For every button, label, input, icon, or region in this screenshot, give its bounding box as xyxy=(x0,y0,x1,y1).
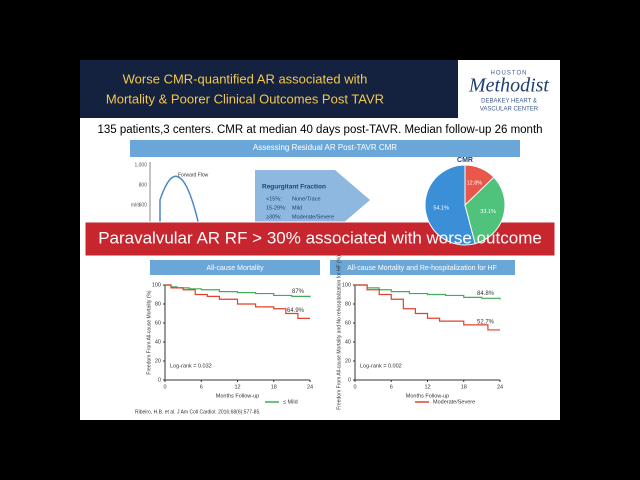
rf-title: Regurgitant Fraction xyxy=(262,184,326,191)
legend-label: Moderate/Severe xyxy=(433,399,475,405)
annotation: Forward Flow xyxy=(178,172,209,178)
tick-label: 18 xyxy=(461,384,467,390)
tick-label: 20 xyxy=(155,358,161,364)
tick-label: 100 xyxy=(342,282,351,288)
panel-header xyxy=(150,260,320,275)
tick-label: 6 xyxy=(200,384,203,390)
axis-label: Months Follow-up xyxy=(216,393,259,399)
tick-label: 40 xyxy=(345,339,351,345)
tick-label: 40 xyxy=(155,339,161,345)
banner: Assessing Residual AR Post-TAVR CMR xyxy=(253,143,397,152)
annotation: 52.7% xyxy=(477,320,495,326)
panel-header xyxy=(330,260,515,275)
tick-label: 600 xyxy=(139,202,148,208)
axis-label: Freedom From All-cause Mortality and No … xyxy=(336,255,342,410)
title: Mortality & Poorer Clinical Outcomes Pos… xyxy=(106,91,384,106)
tick-label: 12 xyxy=(424,384,430,390)
axis-label: Months Follow-up xyxy=(406,393,449,399)
tick-label: 6 xyxy=(390,384,393,390)
subtitle: 135 patients,3 centers. CMR at median 40… xyxy=(97,124,542,136)
tick-label: 80 xyxy=(345,301,351,307)
annotation: 84.8% xyxy=(477,291,495,297)
tick-label: 0 xyxy=(163,384,166,390)
tick-label: 80 xyxy=(155,301,161,307)
tick-label: 0 xyxy=(353,384,356,390)
rf-item: Moderate/Severe xyxy=(292,214,334,220)
pie-slice xyxy=(464,176,506,245)
tick-label: 60 xyxy=(155,320,161,326)
tick-label: 20 xyxy=(345,358,351,364)
tick-label: 60 xyxy=(345,320,351,326)
pie-label: 33.1% xyxy=(480,209,496,215)
citation: Ribeiro, H.B. et al. J Am Coll Cardiol. … xyxy=(135,409,261,415)
title-bar xyxy=(80,60,458,118)
pie-slice xyxy=(424,164,476,246)
annotation: 87% xyxy=(292,289,305,295)
title: Worse CMR-quantified AR associated with xyxy=(123,71,368,86)
axis-label: ml/s xyxy=(131,202,141,208)
pie-label: 54.1% xyxy=(433,206,449,212)
tick-label: 800 xyxy=(139,182,148,188)
tick-label: 18 xyxy=(271,384,277,390)
tick-label: 12 xyxy=(234,384,240,390)
km-curve xyxy=(355,284,501,300)
flow-curve xyxy=(159,175,201,231)
rf-item: Mild xyxy=(292,205,302,211)
rf-item: None/Trace xyxy=(292,196,321,202)
logo-text: HOUSTON xyxy=(491,71,528,77)
panel-title: All-cause Mortality and Re-hospitalizati… xyxy=(347,265,497,272)
tick-label: 24 xyxy=(307,384,313,390)
km-curve xyxy=(165,284,311,298)
banner-bar xyxy=(130,140,520,157)
tick-label: 1,000 xyxy=(134,162,147,168)
annotation: Log-rank = 0.002 xyxy=(360,363,402,369)
panel-title: All-cause Mortality xyxy=(206,265,264,272)
km-curve xyxy=(165,284,310,319)
legend-label: ≤ Mild xyxy=(283,399,298,405)
tick-label: 0 xyxy=(348,377,351,383)
tick-label: 24 xyxy=(497,384,503,390)
tick-label: 100 xyxy=(152,282,161,288)
logo-text: VASCULAR CENTER xyxy=(480,107,539,113)
pie-slice xyxy=(464,164,495,207)
annotation: Log-rank = 0.032 xyxy=(170,363,212,369)
tick-label: 0 xyxy=(158,377,161,383)
annotation: 64.9% xyxy=(287,308,305,314)
rf-item: <15%: xyxy=(266,196,282,202)
pie-label: 12.8% xyxy=(467,180,483,186)
logo-text: DEBAKEY HEART & xyxy=(481,99,537,105)
callout: Paravalvular AR RF > 30% associated with… xyxy=(98,228,542,247)
rf-item: ≥30%: xyxy=(266,214,282,220)
km-curve xyxy=(355,284,500,331)
pie-title: CMR xyxy=(457,157,473,164)
arrow xyxy=(255,170,370,230)
axis-label: Freedom From All-cause Mortality (%) xyxy=(146,290,152,375)
rf-item: 15-29%: xyxy=(266,205,287,211)
logo-text: Methodist xyxy=(468,75,549,97)
